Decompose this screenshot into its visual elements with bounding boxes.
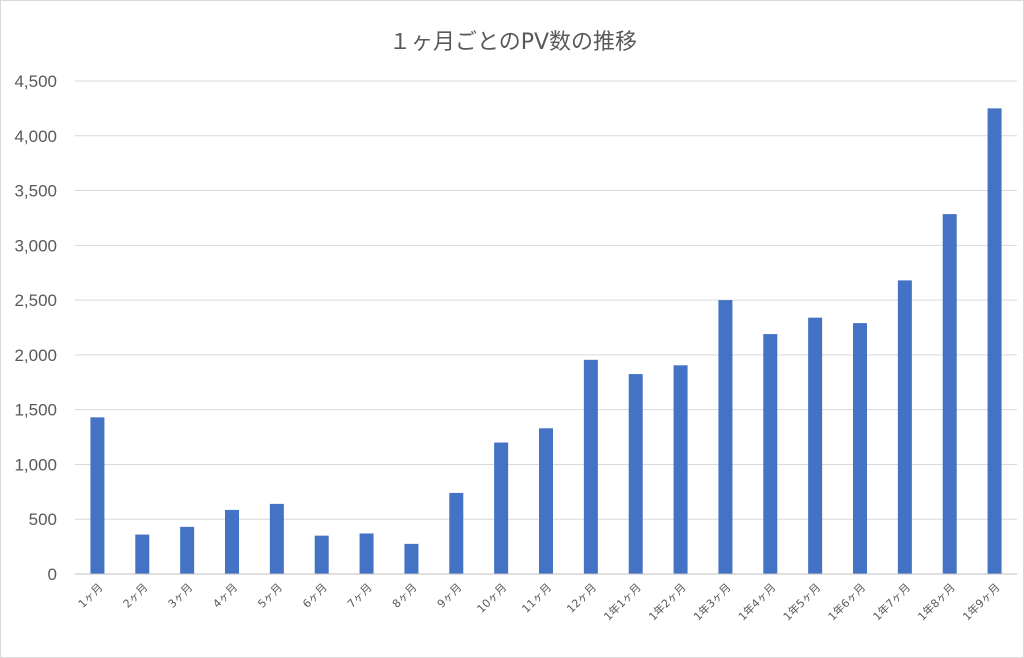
bar	[135, 534, 150, 574]
bar	[180, 526, 195, 574]
x-tick-label: 7ヶ月	[345, 581, 375, 611]
bar	[494, 442, 509, 574]
bar	[673, 365, 688, 574]
y-tick-label: 2,000	[14, 346, 57, 365]
x-axis-tick-labels: 1ヶ月 2ヶ月 3ヶ月 4ヶ月 5ヶ月 6ヶ月 7ヶ月 8ヶ月 9ヶ月 10ヶ月 11ヶ月 12ヶ月 1…	[76, 580, 1003, 623]
y-tick-label: 0	[48, 565, 57, 584]
x-tick-label: 1年5ヶ月	[780, 580, 823, 623]
bar	[718, 300, 733, 574]
bar	[628, 374, 643, 574]
x-tick-label: 1年4ヶ月	[735, 580, 778, 623]
x-tick-label: 3ヶ月	[166, 581, 196, 611]
bars	[90, 108, 1002, 575]
bar	[359, 533, 374, 574]
y-axis-tick-labels: 0 500 1,000 1,500 2,000 2,500 3,000 3,500 4,000 4…	[14, 72, 57, 584]
x-tick-label: 1年8ヶ月	[915, 580, 958, 623]
x-tick-label: 5ヶ月	[255, 581, 285, 611]
gridlines	[75, 80, 1017, 520]
x-tick-label: 1ヶ月	[76, 581, 106, 611]
x-tick-label: 9ヶ月	[435, 581, 465, 611]
x-tick-label: 4ヶ月	[210, 581, 240, 611]
bar	[763, 334, 778, 574]
bar	[314, 535, 329, 574]
bar	[90, 417, 105, 574]
x-tick-label: 1年3ヶ月	[690, 580, 733, 623]
bar	[897, 280, 912, 574]
bar	[404, 543, 419, 574]
x-tick-label: 1年7ヶ月	[870, 580, 913, 623]
y-tick-label: 2,500	[14, 291, 57, 310]
y-tick-label: 4,500	[14, 72, 57, 91]
bar	[225, 509, 239, 574]
x-tick-label: 11ヶ月	[519, 581, 554, 616]
y-tick-label: 3,000	[14, 236, 57, 255]
bar	[583, 359, 598, 574]
bar	[942, 214, 957, 575]
bar	[987, 108, 1002, 574]
x-tick-label: 1年1ヶ月	[601, 580, 644, 623]
y-tick-label: 1,000	[14, 455, 57, 474]
y-tick-label: 4,000	[14, 127, 57, 146]
bar	[269, 503, 284, 574]
x-tick-label: 1年6ヶ月	[825, 580, 868, 623]
x-tick-label: 6ヶ月	[300, 581, 330, 611]
x-tick-label: 1年9ヶ月	[960, 580, 1003, 623]
y-tick-label: 500	[29, 510, 57, 529]
x-tick-label: 1年2ヶ月	[646, 580, 689, 623]
y-tick-label: 3,500	[14, 182, 57, 201]
x-tick-label: 2ヶ月	[121, 581, 151, 611]
bar	[449, 492, 464, 574]
bar	[808, 317, 823, 574]
x-tick-label: 8ヶ月	[390, 581, 420, 611]
x-tick-label: 12ヶ月	[564, 581, 599, 616]
x-tick-label: 10ヶ月	[475, 581, 510, 616]
bar	[853, 323, 867, 574]
y-tick-label: 1,500	[14, 401, 57, 420]
chart-title: １ヶ月ごとのPV数の推移	[389, 30, 637, 55]
bar	[539, 428, 553, 574]
